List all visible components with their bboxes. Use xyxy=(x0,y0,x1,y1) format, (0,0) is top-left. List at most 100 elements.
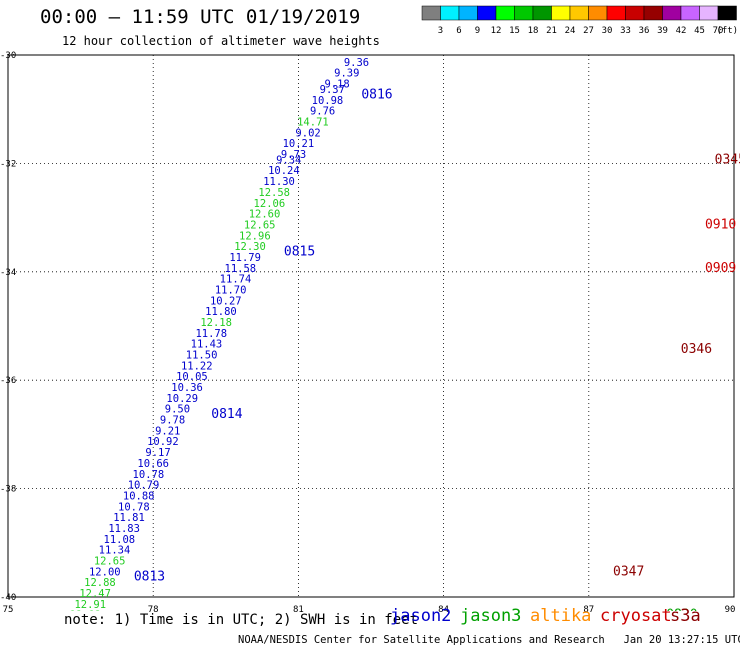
pass-time-label: 0813 xyxy=(134,570,165,585)
x-tick-label: 90 xyxy=(725,605,736,615)
colorbar-label: 36 xyxy=(639,26,650,36)
wave-height-point: 11.70 xyxy=(215,284,247,296)
wave-height-point: 9.21 xyxy=(155,425,180,437)
y-tick-label: -38 xyxy=(0,485,16,495)
wave-height-point: 11.30 xyxy=(263,176,295,188)
pass-time-label: 0346 xyxy=(681,342,712,357)
wave-height-point: 11.79 xyxy=(229,252,261,264)
wave-height-point: 9.36 xyxy=(344,57,369,69)
wave-height-point: 12.88 xyxy=(84,577,116,589)
wave-height-point: 9.76 xyxy=(310,106,335,118)
wave-height-point: 10.21 xyxy=(283,138,315,150)
wave-height-point: 12.00 xyxy=(89,566,121,578)
wave-height-point: 11.74 xyxy=(220,274,252,286)
wave-height-point: 10.78 xyxy=(133,469,165,481)
colorbar-label: 6 xyxy=(456,26,461,36)
wave-height-point: 9.18 xyxy=(324,79,349,91)
y-tick-label: -36 xyxy=(0,376,16,386)
colorbar-label: 33 xyxy=(620,26,631,36)
colorbar-label: 30 xyxy=(602,26,613,36)
wave-height-point: 13.12 xyxy=(70,610,102,622)
wave-height-point: 11.78 xyxy=(195,328,227,340)
wave-height-point: 12.18 xyxy=(200,317,232,329)
wave-height-point: 11.83 xyxy=(108,523,140,535)
page-subtitle: 12 hour collection of altimeter wave hei… xyxy=(62,34,380,48)
wave-height-point: 12.65 xyxy=(94,555,126,567)
wave-height-point: 9.37 xyxy=(320,84,345,96)
y-tick-label: -40 xyxy=(0,593,16,603)
wave-height-point: 11.80 xyxy=(205,306,237,318)
wave-height-point: 11.58 xyxy=(225,263,257,275)
wave-height-point: 10.92 xyxy=(147,436,179,448)
wave-height-point: 12.47 xyxy=(79,588,111,600)
wave-height-point: 12.65 xyxy=(244,219,276,231)
colorbar-label: 12 xyxy=(491,26,502,36)
colorbar-label: 70 xyxy=(713,26,724,36)
wave-height-point: 11.22 xyxy=(181,360,213,372)
colorbar-label: 42 xyxy=(676,26,687,36)
pass-time-label: 0909 xyxy=(705,261,736,276)
wave-height-point: 10.88 xyxy=(123,490,155,502)
pass-time-label: 0910 xyxy=(705,217,736,232)
wave-height-point: 11.34 xyxy=(99,545,131,557)
color-scale-bar: 3 6 9 12 15 18 21 24 27 30 33 36 39 42 45 70(ft) xyxy=(421,5,738,36)
wave-height-point: 9.39 xyxy=(334,68,359,80)
legend-item-jason3: jason3 xyxy=(460,606,522,626)
wave-height-point: 9.02 xyxy=(295,127,320,139)
x-tick-label: 87 xyxy=(583,605,594,615)
wave-height-point: 11.43 xyxy=(191,339,223,351)
y-tick-label: -34 xyxy=(0,268,16,278)
legend-item-s3a: s3a xyxy=(670,606,701,626)
wave-height-point: 10.79 xyxy=(128,480,160,492)
wave-height-point: 10.27 xyxy=(210,295,242,307)
wave-height-point: 10.05 xyxy=(176,371,208,383)
wave-height-point: 12.58 xyxy=(258,187,290,199)
colorbar-label: 9 xyxy=(475,26,480,36)
colorbar-label: 27 xyxy=(583,26,594,36)
plot-frame xyxy=(7,54,735,598)
x-tick-label: 75 xyxy=(3,605,14,615)
wave-height-point: 11.81 xyxy=(113,512,145,524)
legend-item-altika: altika xyxy=(530,606,592,626)
wave-height-point: 9.73 xyxy=(281,149,306,161)
wave-height-point: 10.29 xyxy=(166,393,198,405)
wave-height-point: 11.08 xyxy=(104,534,136,546)
credit-line: NOAA/NESDIS Center for Satellite Applica… xyxy=(238,634,740,646)
y-tick-label: -32 xyxy=(0,159,16,169)
x-tick-label: 84 xyxy=(438,605,449,615)
x-tick-label: 81 xyxy=(293,605,304,615)
colorbar-label: 15 xyxy=(509,26,520,36)
legend-item-cryosat: cryosat xyxy=(600,606,672,626)
colorbar-label: 18 xyxy=(528,26,539,36)
wave-height-point: 12.30 xyxy=(234,241,266,253)
wave-height-point: 9.17 xyxy=(145,447,170,459)
colorbar-label: 24 xyxy=(565,26,576,36)
pass-time-label: 0816 xyxy=(361,87,392,102)
page-title: 00:00 – 11:59 UTC 01/19/2019 xyxy=(40,6,361,28)
wave-height-point: 10.78 xyxy=(118,501,150,513)
wave-height-point: 10.24 xyxy=(268,165,300,177)
wave-height-point: 12.06 xyxy=(254,198,286,210)
wave-height-point: 9.34 xyxy=(276,154,301,166)
x-tick-label: 78 xyxy=(148,605,159,615)
wave-height-point: 10.36 xyxy=(171,382,203,394)
colorbar-swatch xyxy=(717,5,737,21)
colorbar-label: 39 xyxy=(657,26,668,36)
wave-height-point: 12.60 xyxy=(249,209,281,221)
colorbar-label: (ft) xyxy=(716,26,738,36)
colorbar-label: 21 xyxy=(546,26,557,36)
data-layer: 9.369.399.189.3710.989.7614.719.0210.219… xyxy=(70,57,740,623)
wave-height-point: 11.50 xyxy=(186,350,218,362)
footnote: note: 1) Time is in UTC; 2) SWH is in fe… xyxy=(64,612,419,628)
wave-height-point: 9.78 xyxy=(160,415,185,427)
pass-time-label: 0347 xyxy=(613,564,644,579)
wave-height-point: 14.71 xyxy=(297,116,329,128)
colorbar-label: 3 xyxy=(438,26,443,36)
wave-height-point: 10.98 xyxy=(312,95,344,107)
pass-time-label: 0830 xyxy=(666,608,697,623)
wave-height-point: 10.66 xyxy=(137,458,169,470)
pass-time-label: 0814 xyxy=(211,407,242,422)
pass-time-label: 0345 xyxy=(715,152,740,167)
wave-height-point: 12.96 xyxy=(239,230,271,242)
